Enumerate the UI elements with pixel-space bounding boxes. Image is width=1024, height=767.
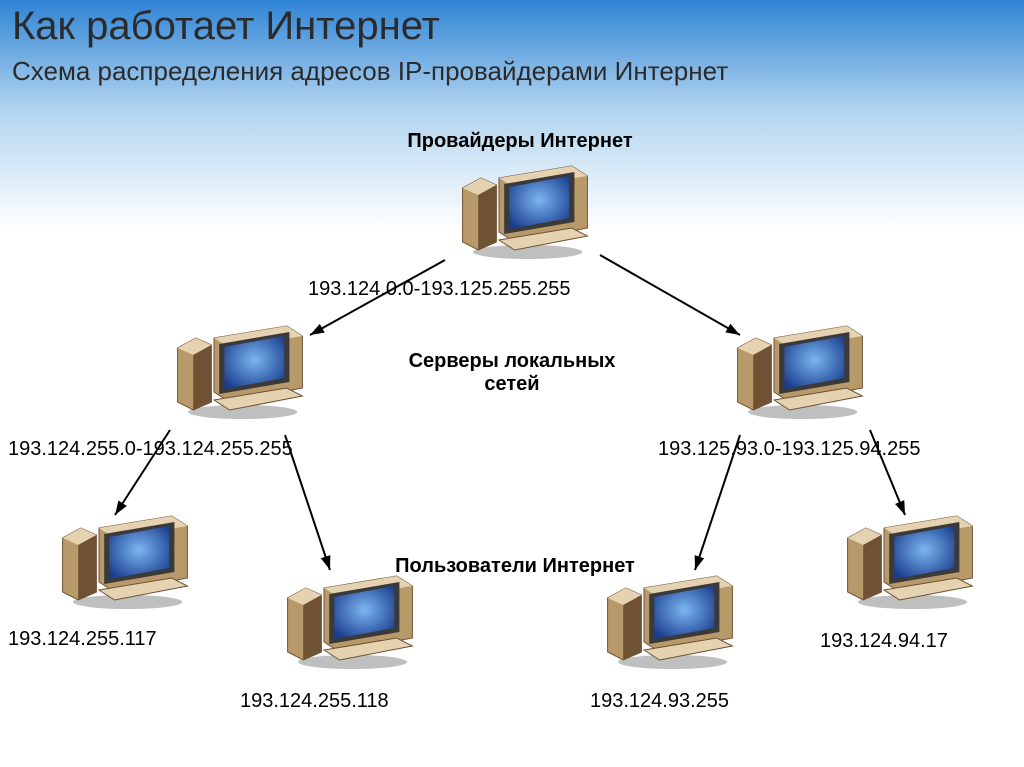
slide-root: Как работает Интернет Схема распределени…	[0, 0, 1024, 767]
computer-icon	[605, 570, 735, 670]
ip-user-4: 193.124.94.17	[820, 630, 948, 653]
slide-subtitle: Схема распределения адресов IP-провайдер…	[12, 56, 728, 87]
computer-icon	[460, 160, 590, 260]
node-user-3	[605, 570, 735, 675]
computer-icon	[845, 510, 975, 610]
node-user-4	[845, 510, 975, 615]
label-providers: Провайдеры Интернет	[390, 130, 650, 153]
ip-server-right: 193.125.93.0-193.125.94.255	[658, 438, 920, 461]
ip-server-left: 193.124.255.0-193.124.255.255	[8, 438, 293, 461]
computer-icon	[175, 320, 305, 420]
computer-icon	[285, 570, 415, 670]
slide-title: Как работает Интернет	[12, 4, 440, 49]
ip-user-3: 193.124.93.255	[590, 690, 729, 713]
computer-icon	[735, 320, 865, 420]
ip-user-2: 193.124.255.118	[240, 690, 389, 713]
node-user-1	[60, 510, 190, 615]
node-provider	[460, 160, 590, 265]
label-local-servers: Серверы локальных сетей	[392, 350, 632, 396]
node-server-left	[175, 320, 305, 425]
ip-user-1: 193.124.255.117	[8, 628, 157, 651]
node-server-right	[735, 320, 865, 425]
computer-icon	[60, 510, 190, 610]
ip-provider: 193.124.0.0-193.125.255.255	[308, 278, 570, 301]
node-user-2	[285, 570, 415, 675]
